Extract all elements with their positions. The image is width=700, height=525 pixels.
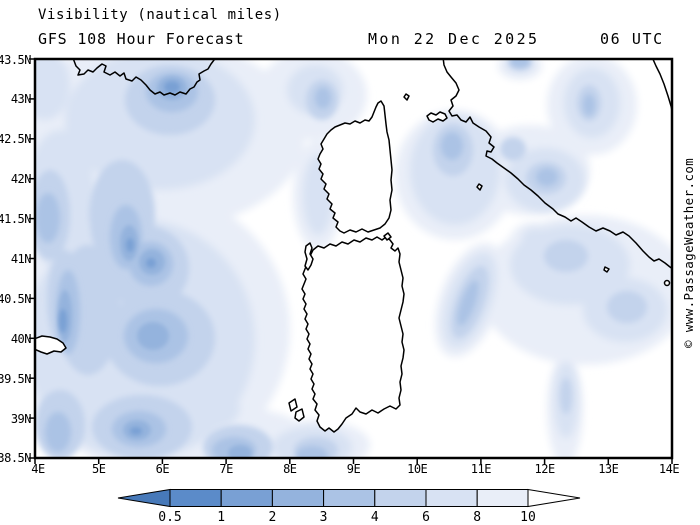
lat-label: 43.5N <box>0 53 31 67</box>
colorbar-tick: 0.5 <box>158 510 181 525</box>
lat-label: 41.5N <box>0 212 31 226</box>
colorbar-tick: 3 <box>320 510 328 525</box>
lat-label: 39N <box>11 412 31 426</box>
island-ponza <box>603 266 610 273</box>
lon-label: 14E <box>659 462 679 476</box>
island-asinara <box>304 242 314 271</box>
lat-label: 38.5N <box>0 451 31 465</box>
forecast-date: Mon 22 Dec 2025 <box>368 30 540 48</box>
colorbar-segment <box>323 489 376 507</box>
island-menorca <box>36 335 67 355</box>
lon-label: 8E <box>283 462 297 476</box>
colorbar-segment <box>476 489 529 507</box>
colorbar-segment <box>169 489 222 507</box>
coastline-italy-adriatic <box>652 60 671 110</box>
lon-label: 12E <box>535 462 555 476</box>
colorbar-tick: 8 <box>473 510 481 525</box>
longitude-axis-labels: 4E 5E 6E 7E 8E 9E 10E 11E 12E 13E 14E <box>31 462 680 476</box>
island-maddalena <box>383 232 392 241</box>
island-sant-antioco <box>294 408 305 422</box>
island-capraia <box>403 93 410 101</box>
lon-label: 13E <box>598 462 618 476</box>
latitude-ticks <box>29 58 35 459</box>
colorbar-tick: 2 <box>268 510 276 525</box>
colorbar-tick: 6 <box>422 510 430 525</box>
colorbar-tick: 10 <box>520 510 536 525</box>
latitude-axis-labels: 43.5N 43N 42.5N 42N 41.5N 41N 40.5N 40N … <box>0 53 32 465</box>
forecast-model-label: GFS 108 Hour Forecast <box>38 30 245 48</box>
colorbar-segment <box>374 489 427 507</box>
lon-label: 11E <box>471 462 491 476</box>
lon-label: 6E <box>156 462 170 476</box>
visibility-shading <box>36 60 671 457</box>
island-ischia <box>663 279 671 287</box>
longitude-ticks <box>34 458 673 464</box>
lat-label: 42.5N <box>0 132 31 146</box>
island-corsica <box>317 100 393 234</box>
colorbar-tick: 1 <box>217 510 225 525</box>
colorbar-arrow-high <box>527 488 581 508</box>
lat-label: 40N <box>11 332 31 346</box>
lat-label: 39.5N <box>0 372 31 386</box>
colorbar-segment <box>220 489 273 507</box>
lon-label: 9E <box>347 462 361 476</box>
lat-label: 41N <box>11 252 31 266</box>
island-giglio <box>476 183 483 191</box>
colorbar-arrow-low <box>117 488 171 508</box>
page-title: Visibility (nautical miles) <box>38 7 282 23</box>
colorbar-segment <box>425 489 478 507</box>
island-elba <box>426 111 448 123</box>
forecast-time: 06 UTC <box>600 30 664 48</box>
lon-label: 4E <box>31 462 45 476</box>
island-sardinia <box>301 236 405 433</box>
coastline-italy-west <box>442 60 671 269</box>
coastline-southern-france <box>72 60 215 96</box>
lon-label: 5E <box>92 462 106 476</box>
lon-label: 7E <box>219 462 233 476</box>
lat-label: 43N <box>11 92 31 106</box>
colorbar-tick: 4 <box>371 510 379 525</box>
colorbar: 0.5 1 2 3 4 6 8 10 <box>117 488 581 525</box>
lon-label: 10E <box>407 462 427 476</box>
lat-label: 40.5N <box>0 292 31 306</box>
colorbar-segment <box>271 489 325 507</box>
island-san-pietro <box>288 398 298 412</box>
lat-label: 42N <box>11 172 31 186</box>
